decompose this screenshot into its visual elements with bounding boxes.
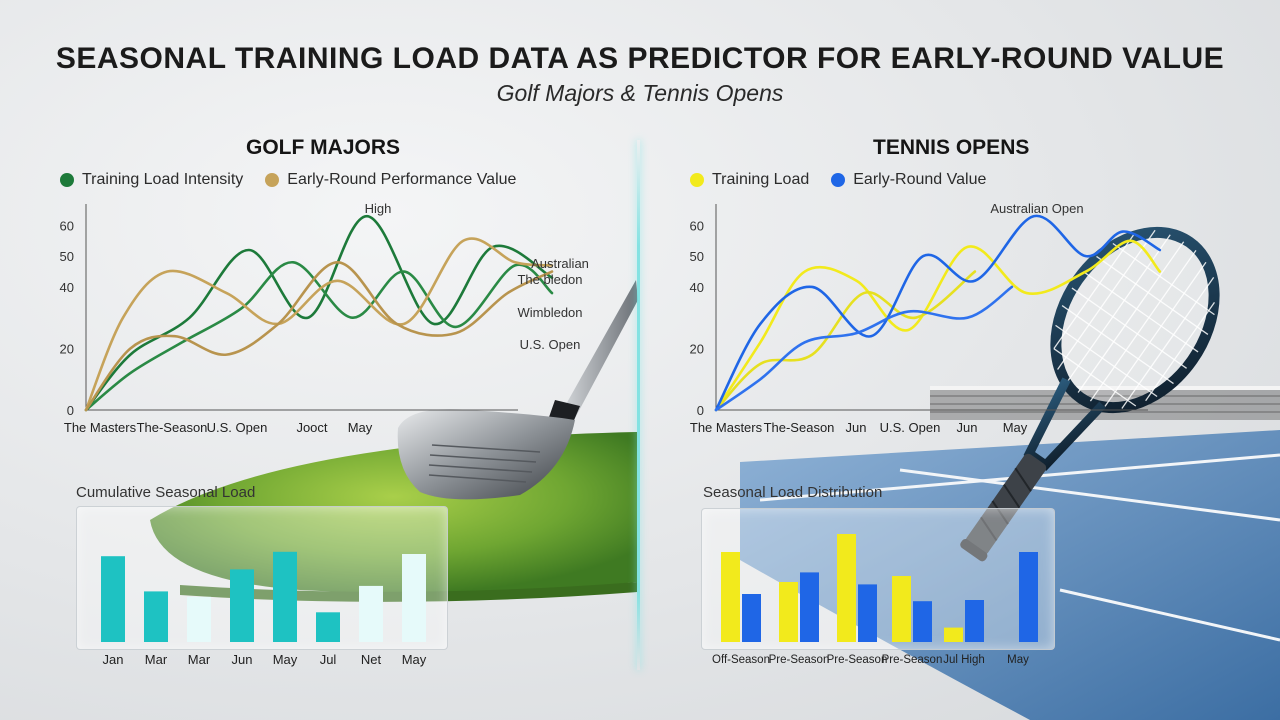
tennis-line-y-tick: 50 [690, 249, 704, 264]
golf-line-series-2 [84, 237, 554, 412]
tennis-bar [721, 552, 740, 642]
golf-bar-x-tick: Net [361, 652, 382, 667]
golf-bar [101, 556, 125, 642]
tennis-line-x-tick: The Masters [690, 420, 763, 435]
golf-bar [144, 591, 168, 642]
golf-bar-chart: Jan Mar Mar Jun May Jul Net May [101, 551, 427, 667]
tennis-bar [944, 627, 963, 642]
tennis-bar-chart: Off-SeasonPre-SeasonPre-SeasonPre-Season… [712, 534, 1038, 666]
tennis-line-series-3 [714, 285, 1014, 412]
tennis-line-series-0 [714, 239, 1162, 412]
tennis-legend-value-label: Early-Round Value [853, 171, 987, 188]
tennis-bar [1019, 552, 1038, 642]
tennis-bar [913, 601, 932, 642]
golf-annotation-australian: Australian [531, 256, 589, 271]
golf-line-x-tick: Jooct [296, 420, 327, 435]
tennis-line-x-tick: Jun [957, 420, 978, 435]
golf-legend-training: Training Load Intensity [60, 171, 243, 189]
tennis-bar-x-tick: Off-Season [712, 654, 770, 666]
golf-line-series-3 [84, 261, 554, 412]
golf-line-x-tick: The Masters [64, 420, 137, 435]
tennis-bar [892, 576, 911, 642]
golf-line-series-0 [84, 214, 554, 412]
tennis-bar-x-tick: Jul High [943, 654, 985, 666]
tennis-bar-x-tick: Pre-Season [827, 654, 888, 666]
tennis-line-chart: 0 20 40 50 60 The Masters The-Season Jun U.S. Op… [690, 201, 1162, 435]
golf-bar [316, 612, 340, 642]
tennis-bar-x-tick: May [1007, 654, 1029, 666]
golf-bar-x-tick: Mar [188, 652, 211, 667]
tennis-line-y-tick: 0 [697, 403, 704, 418]
tennis-line-y-tick: 20 [690, 341, 704, 356]
golf-legend-value: Early-Round Performance Value [265, 171, 516, 189]
panel-divider [637, 140, 640, 670]
golf-line-y-tick: 0 [67, 403, 74, 418]
golf-bar [402, 554, 426, 642]
golf-annotation-high: High [365, 201, 392, 216]
tennis-bar [965, 600, 984, 642]
golf-bar-title: Cumulative Seasonal Load [76, 484, 256, 501]
tennis-racket-decor [960, 226, 1220, 562]
golf-legend-value-label: Early-Round Performance Value [287, 171, 517, 188]
golf-bar-panel [76, 506, 448, 650]
tennis-bar [800, 572, 819, 642]
golf-line-x-tick: May [348, 420, 373, 435]
golf-line-x-tick: U.S. Open [207, 420, 268, 435]
legend-dot-icon [690, 173, 704, 187]
tennis-line-x-tick: May [1003, 420, 1028, 435]
golf-panel-title: GOLF MAJORS [246, 136, 401, 159]
tennis-bar-x-tick: Pre-Season [882, 654, 943, 666]
tennis-line-series-1 [714, 270, 977, 412]
golf-bar-x-tick: Jun [232, 652, 253, 667]
tennis-bar-title: Seasonal Load Distribution [703, 484, 883, 501]
golf-legend: Training Load Intensity Early-Round Perf… [60, 171, 538, 189]
golf-bar [359, 585, 383, 642]
tennis-legend-training: Training Load [690, 171, 809, 189]
tennis-line-x-tick: The-Season [764, 420, 835, 435]
golf-bar [187, 596, 211, 642]
golf-line-series-1 [84, 261, 554, 412]
tennis-line-y-tick: 40 [690, 280, 704, 295]
golf-bar [273, 551, 297, 642]
golf-bar-x-tick: Mar [145, 652, 168, 667]
golf-legend-training-label: Training Load Intensity [82, 171, 244, 188]
tennis-line-x-tick: U.S. Open [880, 420, 941, 435]
tennis-annotation-australian-open: Australian Open [990, 201, 1083, 216]
tennis-line-series-2 [714, 214, 1162, 412]
golf-club-decor [397, 280, 638, 500]
tennis-legend: Training Load Early-Round Value [690, 171, 1008, 189]
legend-dot-icon [265, 173, 280, 187]
tennis-legend-training-label: Training Load [712, 171, 810, 188]
golf-line-y-tick: 50 [60, 249, 74, 264]
golf-annotation-wimbledon: Wimbledon [517, 305, 582, 320]
golf-bar-x-tick: May [273, 652, 298, 667]
tennis-line-y-tick: 60 [690, 218, 704, 233]
tennis-bar [858, 584, 877, 642]
tennis-panel-title: TENNIS OPENS [873, 136, 1030, 159]
tennis-bar-x-tick: Pre-Season [769, 654, 830, 666]
golf-bar-x-tick: Jan [103, 652, 124, 667]
golf-line-y-tick: 40 [60, 280, 74, 295]
golf-line-y-tick: 20 [60, 341, 74, 356]
tennis-bar [837, 534, 856, 642]
golf-line-y-tick: 60 [60, 218, 74, 233]
tennis-legend-value: Early-Round Value [831, 171, 986, 189]
page-subtitle: Golf Majors & Tennis Opens [496, 80, 784, 106]
tennis-bar [742, 594, 761, 642]
legend-dot-icon [60, 173, 74, 187]
tennis-bar [779, 582, 798, 642]
golf-bar-x-tick: Jul [320, 652, 337, 667]
golf-bar [230, 569, 254, 642]
golf-annotation-thebledon: The bledon [517, 272, 582, 287]
golf-line-x-tick: The-Season [137, 420, 208, 435]
tennis-line-x-tick: Jun [846, 420, 867, 435]
golf-bar-x-tick: May [402, 652, 427, 667]
legend-dot-icon [831, 173, 846, 187]
golf-annotation-usopen: U.S. Open [520, 337, 581, 352]
page-title: SEASONAL TRAINING LOAD DATA AS PREDICTOR… [55, 42, 1225, 75]
